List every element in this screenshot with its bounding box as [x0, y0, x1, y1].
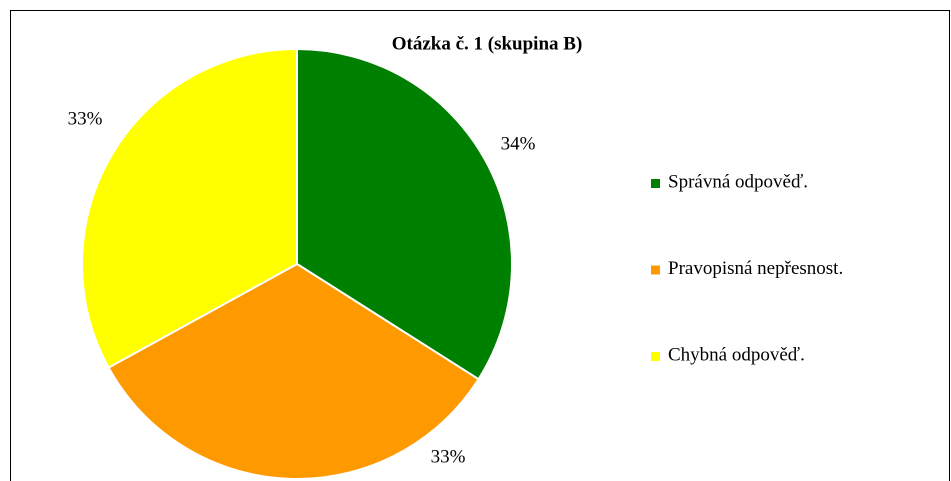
legend-label: Správná odpověď. — [668, 171, 808, 192]
chart-title: Otázka č. 1 (skupina B) — [392, 33, 583, 54]
legend-swatch — [651, 179, 660, 188]
chart-frame — [10, 10, 950, 481]
legend-label: Chybná odpověď. — [668, 344, 805, 365]
legend-swatch — [651, 265, 660, 275]
legend-label: Pravopisná nepřesnost. — [668, 258, 843, 279]
legend-swatch — [651, 352, 660, 361]
data-label: 33% — [431, 446, 466, 467]
pie-slice — [296, 47, 513, 381]
pie-slice — [81, 47, 298, 369]
data-label: 33% — [68, 108, 103, 129]
data-label: 34% — [501, 133, 536, 154]
